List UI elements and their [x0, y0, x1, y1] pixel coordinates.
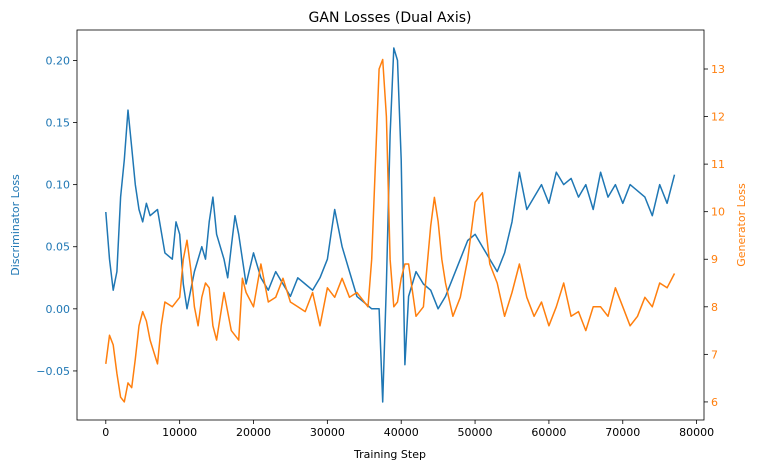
y-right-tick-label: 13	[711, 63, 725, 76]
series-layer	[105, 47, 676, 403]
x-axis: 0 10000 20000 30000 40000 50000 60000 70000 8000…	[102, 420, 714, 439]
x-tick-label: 30000	[310, 426, 345, 439]
x-tick-label: 20000	[236, 426, 271, 439]
x-tick-label: 50000	[458, 426, 493, 439]
y-left-axis: −0.05 0.00 0.05 0.10 0.15 0.20	[36, 54, 77, 378]
y-right-tick-label: 8	[711, 301, 718, 314]
x-tick-label: 70000	[605, 426, 640, 439]
y-right-tick-label: 7	[711, 348, 718, 361]
discriminator-loss-line	[105, 47, 676, 403]
y-right-tick-label: 9	[711, 253, 718, 266]
y-right-tick-label: 10	[711, 206, 725, 219]
x-tick-label: 40000	[384, 426, 419, 439]
y-left-axis-label: Discriminator Loss	[9, 174, 22, 276]
y-left-tick-label: 0.05	[46, 241, 71, 254]
plot-frame	[76, 29, 705, 421]
x-axis-label: Training Step	[353, 448, 426, 461]
y-right-axis-label: Generator Loss	[735, 183, 748, 267]
generator-loss-line	[105, 58, 676, 403]
y-left-tick-label: 0.00	[46, 303, 71, 316]
x-tick-label: 60000	[531, 426, 566, 439]
y-right-tick-label: 11	[711, 158, 725, 171]
x-tick-label: 80000	[679, 426, 714, 439]
y-right-tick-label: 12	[711, 111, 725, 124]
y-right-tick-label: 6	[711, 396, 718, 409]
chart-title: GAN Losses (Dual Axis)	[309, 10, 472, 26]
x-tick-label: 0	[102, 426, 109, 439]
x-tick-label: 10000	[162, 426, 197, 439]
y-left-tick-label: 0.10	[46, 179, 71, 192]
y-left-tick-label: −0.05	[36, 365, 70, 378]
y-left-tick-label: 0.20	[46, 54, 71, 67]
y-right-axis: 6 7 8 9 10 11 12 13	[704, 63, 725, 409]
y-left-tick-label: 0.15	[46, 117, 71, 130]
